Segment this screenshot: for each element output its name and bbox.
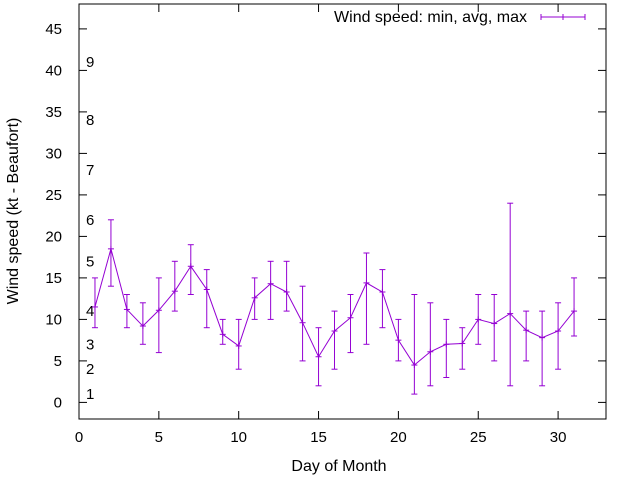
beaufort-label: 2: [86, 361, 94, 378]
legend: Wind speed: min, avg, max: [334, 9, 586, 26]
error-bar: [283, 260, 290, 312]
beaufort-label: 4: [86, 303, 94, 320]
error-bar: [91, 277, 98, 329]
error-bar: [507, 202, 514, 387]
average-point: [267, 280, 274, 287]
error-bar: [331, 310, 338, 370]
error-bar: [443, 318, 450, 378]
x-tick-label: 10: [230, 429, 247, 446]
average-point: [539, 334, 546, 341]
error-bar: [267, 260, 274, 320]
error-bar: [571, 277, 578, 337]
error-bar: [427, 302, 434, 387]
average-point: [123, 306, 130, 313]
error-bar: [555, 302, 562, 370]
error-bar: [171, 260, 178, 312]
average-point: [331, 328, 338, 335]
average-point: [507, 310, 514, 317]
x-axis-label: Day of Month: [291, 458, 386, 475]
average-point: [395, 337, 402, 344]
beaufort-label: 7: [86, 162, 94, 179]
average-point: [363, 279, 370, 286]
error-bar: [523, 310, 530, 362]
y-tick-label: 5: [54, 353, 62, 370]
average-point: [427, 348, 434, 355]
error-bars: [91, 202, 578, 395]
x-tick-label: 0: [75, 429, 83, 446]
plot-frame: [78, 3, 607, 420]
error-bar: [155, 277, 162, 354]
x-tick-label: 30: [550, 429, 567, 446]
beaufort-label: 6: [86, 212, 94, 229]
error-bar: [203, 269, 210, 329]
y-tick-label: 10: [45, 311, 62, 328]
average-point: [139, 323, 146, 330]
average-point: [91, 303, 98, 310]
beaufort-label: 9: [86, 54, 94, 71]
x-tick-label: 25: [470, 429, 487, 446]
average-point: [315, 353, 322, 360]
error-bar: [459, 327, 466, 370]
average-point: [475, 316, 482, 323]
beaufort-label: 8: [86, 112, 94, 129]
average-point: [443, 341, 450, 348]
average-point: [523, 327, 530, 334]
average-point: [299, 319, 306, 326]
average-point: [347, 314, 354, 321]
y-tick-label: 40: [45, 62, 62, 79]
average-point: [219, 331, 226, 338]
average-point: [235, 342, 242, 349]
average-point: [251, 294, 258, 301]
beaufort-label: 1: [86, 386, 94, 403]
error-bar: [107, 219, 114, 287]
error-bar: [187, 244, 194, 295]
average-point: [491, 320, 498, 327]
average-line: [91, 245, 578, 369]
average-point: [571, 308, 578, 315]
legend-label: Wind speed: min, avg, max: [334, 9, 527, 26]
average-point: [283, 289, 290, 296]
beaufort-label: 3: [86, 336, 94, 353]
beaufort-labels: 1 2 3 4 5 6 7 8 9: [86, 54, 94, 403]
y-tick-label: 0: [54, 394, 62, 411]
y-tick-label: 45: [45, 21, 62, 38]
average-point: [187, 263, 194, 270]
beaufort-label: 5: [86, 253, 94, 270]
error-bar: [347, 294, 354, 354]
y-axis-label: Wind speed (kt - Beaufort): [5, 118, 22, 305]
average-point: [379, 289, 386, 296]
error-bar: [379, 269, 386, 329]
y-tick-label: 15: [45, 270, 62, 287]
y-tick-label: 30: [45, 145, 62, 162]
y-tick-label: 20: [45, 228, 62, 245]
average-point: [171, 288, 178, 295]
legend-swatch: [540, 14, 586, 20]
x-axis-ticks: 0 5 10 15 20 25 30: [75, 4, 567, 446]
average-point: [411, 362, 418, 369]
x-tick-label: 20: [390, 429, 407, 446]
average-point: [107, 245, 114, 252]
average-point: [555, 328, 562, 335]
x-tick-label: 15: [310, 429, 327, 446]
error-bar: [363, 252, 370, 345]
y-tick-label: 35: [45, 104, 62, 121]
error-bar: [539, 310, 546, 387]
error-bar: [411, 294, 418, 395]
average-point: [155, 307, 162, 314]
average-point: [203, 286, 210, 293]
x-tick-label: 5: [155, 429, 163, 446]
y-tick-label: 25: [45, 187, 62, 204]
average-point: [459, 340, 466, 347]
error-bar: [491, 294, 498, 362]
